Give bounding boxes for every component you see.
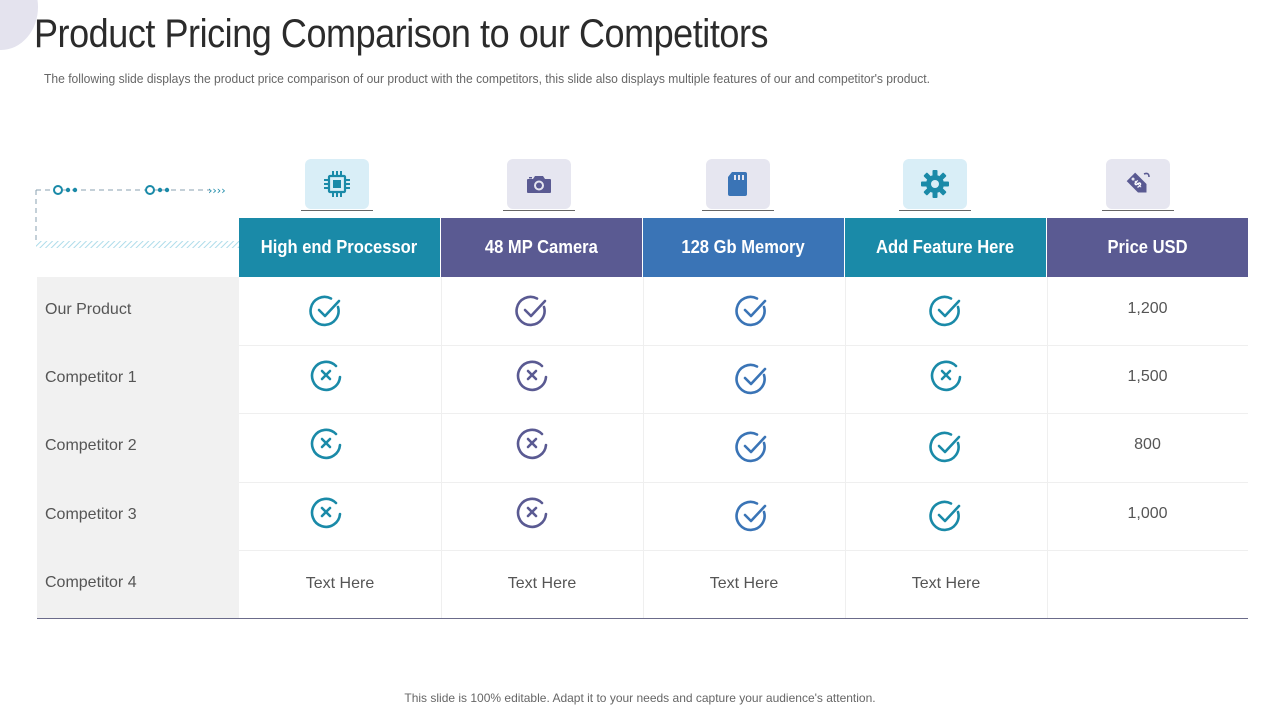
cross-icon xyxy=(441,345,643,413)
text-cell: Text Here xyxy=(507,575,577,592)
page-subtitle: The following slide displays the product… xyxy=(44,71,930,86)
text-cell: Text Here xyxy=(911,575,981,592)
cross-icon xyxy=(239,413,441,481)
column-header-memory: 128 Gb Memory xyxy=(643,218,844,277)
feature-icon-memory xyxy=(640,159,842,211)
check-icon xyxy=(845,277,1047,345)
check-icon xyxy=(643,413,845,481)
check-icon xyxy=(441,277,643,345)
column-header-add-feature: Add Feature Here xyxy=(845,218,1046,277)
feature-icon-camera xyxy=(441,159,643,211)
cross-icon xyxy=(845,345,1047,413)
corner-decoration xyxy=(0,0,38,50)
check-icon xyxy=(643,345,845,413)
check-icon xyxy=(643,482,845,550)
price-tag-icon: $ xyxy=(1126,172,1150,193)
feature-icon-add-feature xyxy=(837,159,1039,211)
price-cell: 1,200 xyxy=(1127,300,1168,317)
text-cell: Text Here xyxy=(305,575,375,592)
row-label: Competitor 2 xyxy=(45,437,137,454)
cross-icon xyxy=(441,413,643,481)
table-bottom-border xyxy=(37,618,1248,619)
price-cell: 1,500 xyxy=(1127,368,1168,385)
gear-icon xyxy=(921,170,949,198)
feature-icon-processor xyxy=(239,159,441,211)
text-cell: Text Here xyxy=(709,575,779,592)
row-label: Our Product xyxy=(45,301,132,318)
page-title: Product Pricing Comparison to our Compet… xyxy=(34,12,769,56)
check-icon xyxy=(643,277,845,345)
check-icon xyxy=(845,482,1047,550)
price-cell: 1,000 xyxy=(1127,505,1168,522)
row-label-column xyxy=(37,277,239,618)
row-label: Competitor 1 xyxy=(45,369,137,386)
processor-icon xyxy=(324,171,350,197)
row-label: Competitor 4 xyxy=(45,574,137,591)
cross-icon xyxy=(239,482,441,550)
cross-icon xyxy=(239,345,441,413)
cross-icon xyxy=(441,482,643,550)
footer-note: This slide is 100% editable. Adapt it to… xyxy=(404,691,876,705)
column-header-camera: 48 MP Camera xyxy=(441,218,642,277)
camera-icon xyxy=(527,176,551,193)
check-icon xyxy=(239,277,441,345)
svg-text:››››: ›››› xyxy=(208,184,226,197)
memory-card-icon xyxy=(728,172,747,196)
price-cell: 800 xyxy=(1134,436,1161,453)
connector-decoration: ›››› xyxy=(35,184,239,248)
feature-icon-price: $ xyxy=(1040,159,1242,211)
price-cell xyxy=(1047,548,1248,616)
column-header-price: Price USD xyxy=(1047,218,1248,277)
row-label: Competitor 3 xyxy=(45,506,137,523)
column-header-processor: High end Processor xyxy=(239,218,440,277)
check-icon xyxy=(845,413,1047,481)
